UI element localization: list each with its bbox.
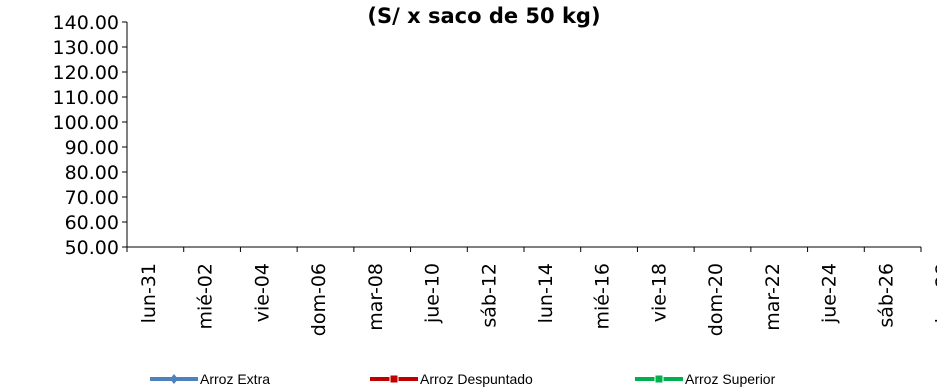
y-tick-label: 80.00: [65, 162, 119, 184]
y-tick-label: 130.00: [53, 37, 119, 59]
x-tick-label: vie-04: [251, 263, 273, 322]
legend-marker: [389, 374, 399, 384]
x-tick-label: mar-08: [365, 263, 387, 331]
legend: Arroz Extra Arroz Despuntado Arroz Superio…: [150, 371, 776, 387]
x-tick-label: sáb-12: [478, 263, 500, 328]
legend-marker: [654, 374, 664, 384]
x-tick-label: sáb-26: [875, 263, 897, 328]
x-axis: lun-31 mié-02 vie-04 dom-06 mar-08 jue-10 sáb-…: [126, 246, 937, 336]
legend-label: Arroz Despuntado: [420, 371, 533, 387]
legend-item: Arroz Superior: [635, 371, 776, 387]
x-tick-label: dom-20: [705, 263, 727, 336]
x-tick-label: mié-02: [195, 263, 217, 330]
y-tick-label: 140.00: [53, 12, 119, 34]
x-tick-label: mar-22: [762, 263, 784, 331]
y-tick-label: 50.00: [65, 237, 119, 259]
y-tick-label: 90.00: [65, 137, 119, 159]
y-tick-label: 60.00: [65, 212, 119, 234]
legend-marker: [170, 374, 178, 384]
legend-label: Arroz Extra: [200, 371, 270, 387]
legend-item: Arroz Extra: [150, 371, 270, 387]
x-tick-label: dom-06: [308, 263, 330, 336]
x-tick-label: jue-10: [422, 263, 444, 324]
y-tick-label: 110.00: [53, 87, 119, 109]
chart-title: (S/ x saco de 50 kg): [367, 4, 600, 28]
x-tick-label: jue-24: [819, 263, 841, 324]
legend-item: Arroz Despuntado: [370, 371, 533, 387]
x-tick-label: vie-18: [648, 263, 670, 322]
x-tick-label: lun-14: [535, 263, 557, 323]
x-tick-label: lun-28: [932, 263, 937, 323]
x-tick-label: mié-16: [592, 263, 614, 330]
legend-label: Arroz Superior: [685, 371, 776, 387]
y-tick-label: 120.00: [53, 62, 119, 84]
y-tick-label: 70.00: [65, 187, 119, 209]
y-axis: 50.00 60.00 70.00 80.00 90.00 100.00 110.00 120…: [53, 12, 128, 259]
y-tick-label: 100.00: [53, 112, 119, 134]
x-tick-label: lun-31: [138, 263, 160, 323]
